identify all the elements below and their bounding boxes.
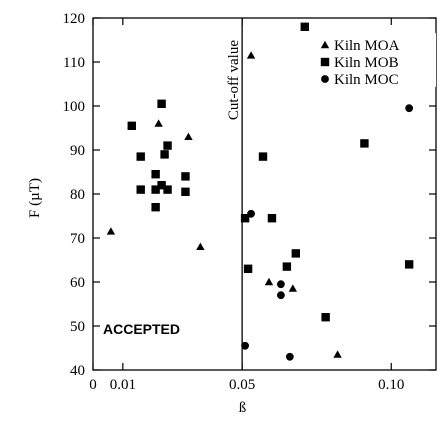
circle-point [241, 341, 250, 350]
square-point [127, 121, 136, 130]
square-point [258, 152, 268, 161]
square-point [240, 214, 250, 223]
square-point [267, 214, 277, 223]
triangle-point [196, 242, 205, 250]
x-tick-label: 0.05 [229, 377, 255, 393]
data-points [106, 22, 414, 361]
y-tick-label: 110 [63, 55, 85, 71]
y-tick-label: 60 [70, 275, 85, 291]
triangle-point [288, 284, 298, 292]
y-tick-label: 70 [70, 231, 85, 247]
circle-point [405, 104, 414, 113]
legend-label: Kiln MOB [334, 55, 399, 71]
square-point [163, 141, 172, 150]
square-point [291, 249, 301, 258]
triangle-point [333, 350, 342, 358]
x-axis-title: ß [239, 400, 247, 416]
legend-label: Kiln MOC [334, 72, 399, 88]
legend-circle-marker [321, 75, 329, 83]
square-point [321, 313, 330, 322]
series-circle [241, 104, 414, 361]
square-point [282, 262, 292, 271]
y-tick-label: 40 [70, 363, 85, 379]
square-point [181, 187, 190, 196]
y-tick-label: 120 [63, 11, 86, 27]
square-point [160, 150, 169, 159]
square-point [243, 264, 253, 273]
square-point [157, 99, 166, 108]
square-point [404, 260, 414, 269]
y-axis: 40 50 60 70 80 90 100 110 120 [63, 11, 436, 379]
y-tick-label: 80 [70, 187, 85, 203]
circle-point [277, 280, 285, 289]
square-point [136, 152, 145, 161]
x-tick-label: 0.01 [110, 377, 136, 393]
square-point [181, 172, 190, 181]
triangle-point [106, 227, 116, 235]
series-square [127, 22, 414, 322]
y-tick-label: 50 [70, 319, 85, 335]
square-point [136, 185, 145, 194]
y-tick-label: 100 [63, 99, 86, 115]
accepted-region-label: ACCEPTED [103, 321, 180, 337]
circle-point [247, 209, 255, 218]
square-point [157, 181, 166, 190]
x-tick-label: 0 [89, 377, 97, 393]
cutoff-group: Cut-off value [226, 18, 243, 370]
x-tick-label: 0.10 [378, 377, 404, 393]
y-tick-label: 90 [70, 143, 85, 159]
x-axis: 0 0.01 0.05 0.10 [89, 18, 404, 393]
triangle-point [184, 132, 193, 140]
square-point [151, 170, 160, 179]
square-point [151, 185, 160, 194]
square-point [163, 185, 172, 194]
square-point [360, 139, 369, 148]
square-point [300, 22, 309, 31]
legend-label: Kiln MOA [334, 38, 400, 54]
legend-background [317, 33, 436, 87]
triangle-point [154, 119, 163, 127]
legend-triangle-marker [320, 40, 330, 49]
circle-point [285, 352, 294, 361]
legend-square-marker [320, 57, 330, 67]
triangle-point [264, 277, 274, 286]
circle-point [277, 291, 285, 300]
square-point [151, 203, 160, 212]
triangle-point [246, 51, 256, 59]
cutoff-label: Cut-off value [226, 40, 242, 120]
y-axis-title: F (µT) [27, 178, 43, 218]
